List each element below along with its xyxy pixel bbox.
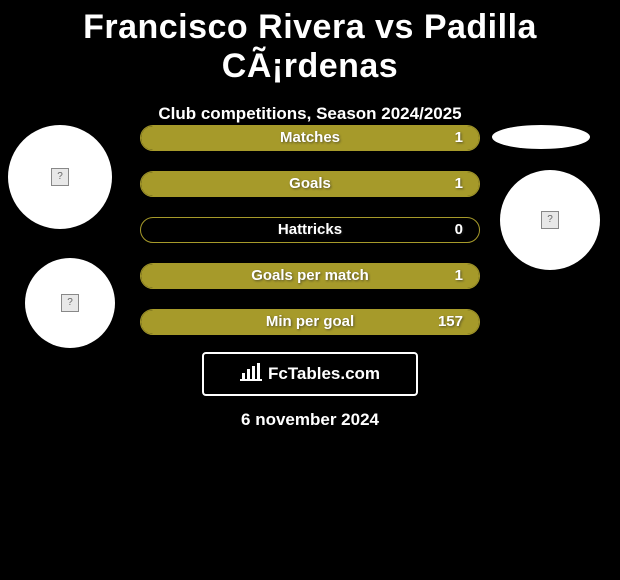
player-avatar-1: [8, 125, 112, 229]
watermark-text: FcTables.com: [268, 364, 380, 384]
stat-bar-row: Goals per match1: [140, 263, 480, 289]
player-avatar-2: [25, 258, 115, 348]
stat-bar-label: Goals per match: [141, 264, 479, 288]
stat-bar-label: Min per goal: [141, 310, 479, 334]
date-text: 6 november 2024: [0, 410, 620, 430]
stat-bar-value: 1: [455, 126, 463, 150]
decorative-ellipse: [492, 125, 590, 149]
stat-bar-value: 0: [455, 218, 463, 242]
page-title: Francisco Rivera vs Padilla CÃ¡rdenas: [0, 0, 620, 86]
stat-bar-value: 1: [455, 172, 463, 196]
broken-image-icon: [51, 168, 69, 186]
stat-bar-label: Hattricks: [141, 218, 479, 242]
stat-bar-row: Min per goal157: [140, 309, 480, 335]
stat-bars: Matches1Goals1Hattricks0Goals per match1…: [140, 125, 480, 355]
stat-bar-label: Goals: [141, 172, 479, 196]
stat-bar-value: 1: [455, 264, 463, 288]
subtitle: Club competitions, Season 2024/2025: [0, 104, 620, 124]
broken-image-icon: [541, 211, 559, 229]
player-avatar-3: [500, 170, 600, 270]
broken-image-icon: [61, 294, 79, 312]
chart-icon: [240, 363, 262, 386]
stat-bar-label: Matches: [141, 126, 479, 150]
stat-bar-value: 157: [438, 310, 463, 334]
watermark: FcTables.com: [202, 352, 418, 396]
stat-bar-row: Matches1: [140, 125, 480, 151]
stat-bar-row: Hattricks0: [140, 217, 480, 243]
stat-bar-row: Goals1: [140, 171, 480, 197]
